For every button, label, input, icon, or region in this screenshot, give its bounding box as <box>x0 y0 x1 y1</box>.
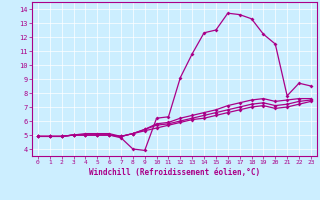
X-axis label: Windchill (Refroidissement éolien,°C): Windchill (Refroidissement éolien,°C) <box>89 168 260 177</box>
